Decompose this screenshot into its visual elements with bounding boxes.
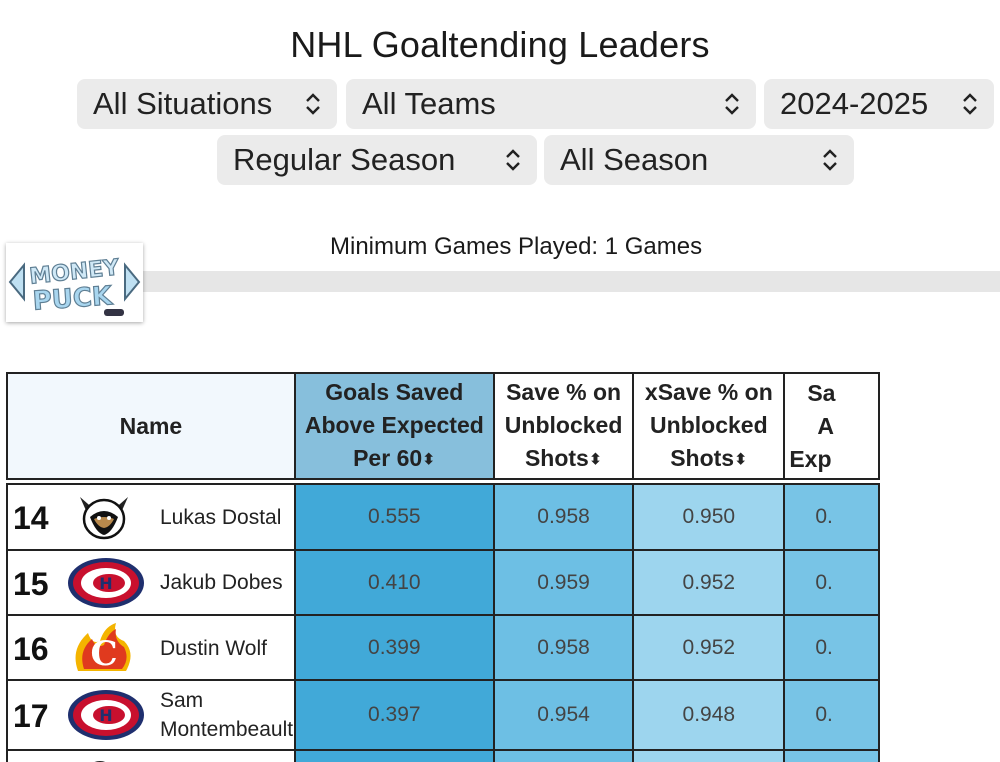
rank: 14 [13, 500, 49, 536]
period-select-value: All Season [560, 142, 709, 177]
situation-select[interactable]: All Situations [77, 79, 337, 129]
column-header-gsax-per-60[interactable]: Goals Saved Above Expected Per 60⬍ [293, 372, 495, 480]
gsax-value: 0.399 [293, 614, 495, 681]
team-logo-icon [66, 757, 126, 762]
svg-text:H: H [99, 706, 112, 725]
svg-text:H: H [99, 574, 112, 593]
min-games-label: Minimum Games Played: 1 Games [330, 233, 703, 260]
column-header-name[interactable]: Name [6, 372, 296, 480]
xsave-pct-value: 0.948 [632, 679, 786, 751]
table-row[interactable]: 14 Lukas Dostal 0.555 0.958 [6, 483, 880, 551]
player-cell[interactable]: 16 C Dustin Wolf [6, 614, 296, 683]
canadiens-logo-icon: H [66, 688, 148, 748]
team-select-value: All Teams [362, 86, 496, 121]
gsax-value: 0.397 [293, 679, 495, 751]
chevron-updown-icon [820, 145, 840, 175]
season-select-value: 2024-2025 [780, 86, 929, 121]
chevron-updown-icon [503, 145, 523, 175]
player-name: Lukas Dostal [160, 506, 282, 529]
team-select[interactable]: All Teams [346, 79, 756, 129]
table-row[interactable] [6, 749, 880, 762]
xsave-pct-value: 0.950 [632, 483, 786, 551]
gsax-value: 0.410 [293, 549, 495, 616]
column-header-next[interactable]: Sa A Exp [783, 372, 880, 480]
flames-logo-icon: C [66, 619, 142, 683]
xsave-pct-value: 0.952 [632, 614, 786, 681]
save-pct-value: 0.958 [492, 614, 635, 681]
rank: 17 [13, 698, 49, 734]
svg-text:C: C [90, 634, 117, 674]
next-column-value: 0. [783, 614, 880, 681]
gsax-value: 0.555 [293, 483, 495, 551]
chevron-updown-icon [722, 89, 742, 119]
season-type-select-value: Regular Season [233, 142, 456, 177]
player-cell[interactable] [6, 749, 296, 762]
player-name: Jakub Dobes [160, 571, 283, 594]
sort-icon: ⬍ [422, 451, 436, 469]
canadiens-logo-icon: H [66, 556, 148, 616]
player-cell[interactable]: 15 H Jakub Dobes [6, 549, 296, 616]
rank: 16 [13, 631, 49, 667]
sort-icon: ⬍ [734, 451, 748, 469]
table-row[interactable]: 16 C Dustin Wolf 0.399 0.958 0.952 0. [6, 614, 880, 683]
rank: 15 [13, 566, 49, 602]
page-title: NHL Goaltending Leaders [290, 24, 710, 65]
goalie-table-wrapper[interactable]: Name Goals Saved Above Expected Per 60⬍ … [6, 372, 880, 762]
sort-icon: ⬍ [588, 451, 603, 469]
chevron-updown-icon [303, 89, 323, 119]
svg-text:PUCK: PUCK [32, 281, 114, 317]
table-row[interactable]: 15 H Jakub Dobes 0.410 0.959 0.952 [6, 549, 880, 616]
column-header-save-pct[interactable]: Save % on Unblocked Shots⬍ [492, 372, 635, 480]
moneypuck-logo[interactable]: MONEY PUCK [6, 243, 143, 322]
season-select[interactable]: 2024-2025 [764, 79, 994, 129]
xsave-pct-value: 0.952 [632, 549, 786, 616]
player-name: Sam Montembeault [160, 689, 294, 741]
save-pct-value: 0.959 [492, 549, 635, 616]
min-games-slider-track[interactable] [140, 271, 1000, 292]
table-row[interactable]: 17 H Sam Montembeault [6, 679, 880, 751]
player-cell[interactable]: 17 H Sam Montembeault [6, 679, 296, 751]
next-column-value: 0. [783, 549, 880, 616]
period-select[interactable]: All Season [544, 135, 854, 185]
next-column-value: 0. [783, 483, 880, 551]
next-column-value: 0. [783, 679, 880, 751]
ducks-logo-icon [66, 489, 142, 551]
player-name: Dustin Wolf [160, 637, 267, 660]
goalie-table: Name Goals Saved Above Expected Per 60⬍ … [6, 372, 880, 762]
column-header-xsave-pct[interactable]: xSave % on Unblocked Shots⬍ [632, 372, 786, 480]
chevron-updown-icon [960, 89, 980, 119]
situation-select-value: All Situations [93, 86, 273, 121]
player-cell[interactable]: 14 Lukas Dostal [6, 483, 296, 551]
season-type-select[interactable]: Regular Season [217, 135, 537, 185]
save-pct-value: 0.954 [492, 679, 635, 751]
save-pct-value: 0.958 [492, 483, 635, 551]
